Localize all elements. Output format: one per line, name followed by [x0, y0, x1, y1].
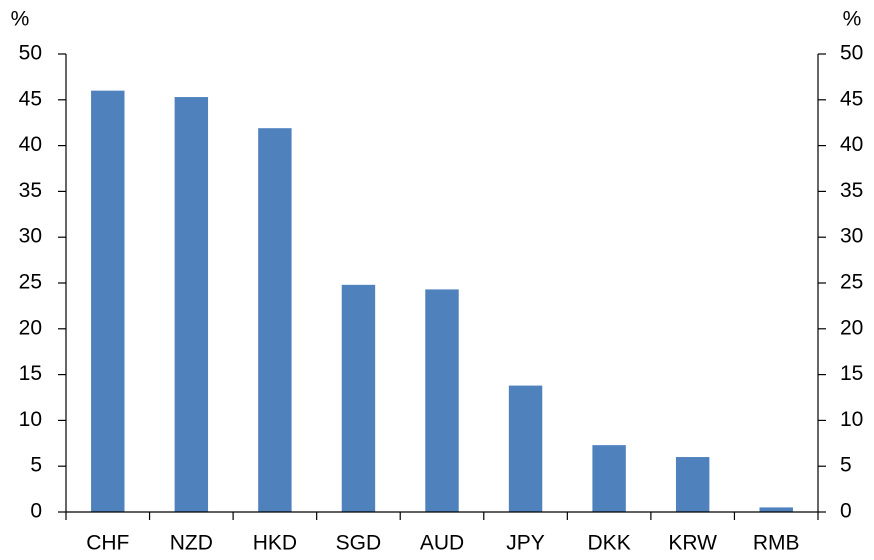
- y2-tick-label: 10: [840, 408, 863, 431]
- y2-tick-label: 30: [840, 225, 863, 248]
- x-tick-label: CHF: [86, 532, 129, 555]
- y-tick-label: 10: [19, 408, 42, 431]
- y-tick-label: 50: [19, 42, 42, 65]
- y-tick-label: 0: [30, 500, 42, 523]
- bar: [508, 385, 543, 512]
- y2-tick-label: 40: [840, 133, 863, 156]
- x-tick-label: RMB: [753, 532, 800, 555]
- bar: [174, 97, 209, 512]
- x-tick-label: KRW: [668, 532, 717, 555]
- bar: [91, 90, 125, 512]
- y2-tick-label: 50: [840, 42, 863, 65]
- y-tick-label: 35: [19, 179, 42, 202]
- y2-tick-label: 5: [840, 454, 852, 477]
- y-tick-label: 15: [19, 362, 42, 385]
- bar: [341, 284, 376, 512]
- x-tick-label: AUD: [420, 532, 464, 555]
- y2-tick-label: 20: [840, 316, 863, 339]
- y2-tick-label: 35: [840, 179, 863, 202]
- y2-tick-label: 0: [840, 500, 852, 523]
- bar: [425, 289, 459, 512]
- y2-axis-label: %: [843, 8, 862, 31]
- bar: [592, 445, 626, 512]
- x-tick-label: SGD: [336, 532, 382, 555]
- y-axis-label: %: [11, 8, 30, 31]
- x-tick-label: JPY: [506, 532, 545, 555]
- bar: [759, 507, 793, 512]
- y-tick-label: 40: [19, 133, 42, 156]
- bar: [675, 457, 710, 512]
- y-tick-label: 5: [30, 454, 42, 477]
- x-tick-label: DKK: [588, 532, 631, 555]
- y2-tick-label: 15: [840, 362, 863, 385]
- y2-tick-label: 25: [840, 271, 863, 294]
- y-tick-label: 45: [19, 87, 42, 110]
- x-tick-label: NZD: [170, 532, 213, 555]
- y-tick-label: 25: [19, 271, 42, 294]
- y-tick-label: 30: [19, 225, 42, 248]
- y2-tick-label: 45: [840, 87, 863, 110]
- bar: [258, 128, 292, 513]
- x-tick-label: HKD: [253, 532, 297, 555]
- y-tick-label: 20: [19, 316, 42, 339]
